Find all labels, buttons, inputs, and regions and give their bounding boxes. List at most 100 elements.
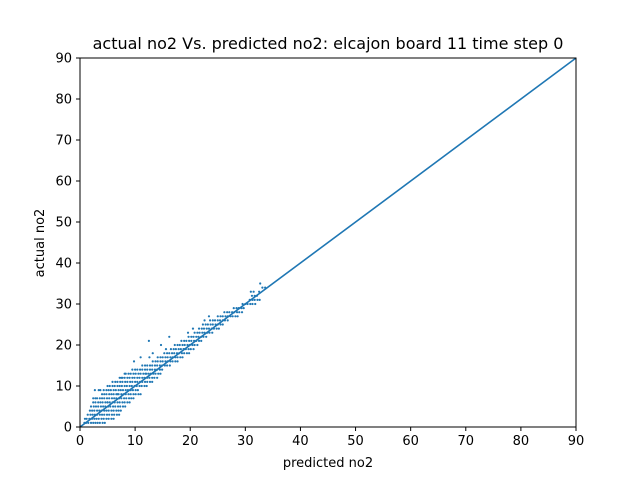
scatter-point [224,315,227,318]
scatter-point [151,364,154,367]
scatter-point [161,360,164,363]
scatter-point [103,397,106,400]
scatter-point [185,352,189,355]
scatter-point [115,413,119,416]
scatter-point [151,352,154,355]
scatter-point [242,307,245,310]
scatter-point [219,315,222,318]
scatter-point [95,417,98,420]
scatter-point [136,376,139,379]
scatter-point [234,315,237,318]
scatter-point [174,348,177,351]
reference-line [79,57,577,428]
scatter-point [97,405,100,408]
scatter-point [153,376,156,379]
scatter-point [205,327,208,330]
scatter-point [120,376,123,379]
scatter-point [105,409,108,412]
scatter-point [176,356,179,359]
scatter-point [207,315,211,318]
scatter-point [196,343,199,347]
scatter-point [130,397,133,400]
scatter-point [122,397,126,400]
scatter-point [134,389,137,392]
scatter-point [202,327,206,330]
scatter-point [127,397,131,400]
scatter-point [112,393,115,396]
reference-line-layer [79,57,577,428]
scatter-point [232,307,235,310]
scatter-point [126,376,129,379]
scatter-point [107,409,110,412]
scatter-point [93,409,96,412]
scatter-point [159,372,162,375]
scatter-point [192,335,195,338]
scatter-point [128,384,131,388]
chart-axes: 0 10 20 30 40 50 60 70 80 90 0 10 20 30 40 50 60 70 80 90 [55,52,584,450]
scatter-point [188,352,191,355]
scatter-point [249,290,252,293]
scatter-point [129,372,132,375]
scatter-point [183,339,186,342]
scatter-point [116,393,119,396]
scatter-point [100,413,104,416]
scatter-point [140,384,143,388]
scatter-point [192,348,195,351]
y-tick-label: 60 [55,175,72,190]
scatter-point [221,323,224,326]
x-tick-label: 70 [458,434,475,449]
scatter-point [120,384,123,388]
scatter-point [129,380,132,383]
scatter-point [205,335,208,338]
scatter-point [179,356,182,359]
scatter-point [92,405,95,408]
scatter-point [125,384,128,388]
scatter-point [88,409,92,412]
scatter-point [102,417,105,420]
scatter-point [235,311,239,314]
scatter-point [138,368,142,371]
scatter-point [89,405,93,408]
scatter-point [101,401,104,404]
scatter-point [98,397,101,400]
scatter-point [114,389,117,392]
scatter-point [92,421,95,424]
scatter-point [146,368,149,371]
scatter-point [103,393,106,396]
scatter-point [226,319,229,322]
scatter-point [145,384,148,388]
scatter-point [91,413,94,416]
scatter-point [139,356,142,359]
scatter-point [94,405,98,408]
scatter-point [190,339,193,342]
scatter-point [121,401,124,404]
scatter-point [85,417,88,420]
scatter-point [136,389,139,392]
scatter-point [108,401,111,404]
scatter-point [108,384,111,388]
scatter-point [92,401,95,404]
scatter-point [159,360,162,363]
scatter-point [83,417,87,420]
scatter-point [133,376,136,379]
scatter-point [119,380,122,383]
scatter-point [109,389,112,392]
scatter-point [138,384,141,388]
scatter-point [172,348,175,351]
scatter-point [131,368,134,371]
scatter-point [93,389,96,392]
scatter-point [98,413,101,416]
scatter-point [208,319,212,322]
scatter-point [98,409,101,412]
scatter-point [148,376,151,379]
scatter-point [118,401,121,404]
y-tick-label: 70 [55,134,72,149]
scatter-point [105,417,108,420]
scatter-point [103,413,106,416]
scatter-point [250,294,254,297]
scatter-point [174,360,177,363]
scatter-point [143,364,147,367]
scatter-point [177,348,180,351]
scatter-point [151,380,154,383]
